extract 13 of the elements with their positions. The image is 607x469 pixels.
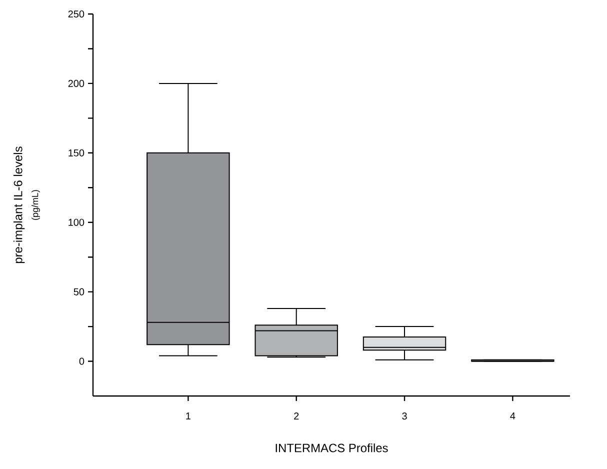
text: (pg/mL) [32, 190, 40, 220]
x-tick-label: 3 [402, 412, 407, 420]
y-tick-label: 0 [79, 358, 84, 365]
x-tick-label: 4 [510, 412, 516, 420]
y-axis-title: pre-implant IL-6 levels [14, 146, 25, 264]
y-tick-label: 100 [68, 218, 84, 226]
x-tick-label: 1 [186, 412, 190, 420]
x-tick-label: 2 [294, 412, 299, 420]
y-tick-label: 250 [68, 10, 84, 18]
y-tick-label: 50 [74, 288, 84, 296]
y-tick-label: 200 [68, 80, 84, 87]
y-tick-label: 150 [68, 149, 84, 156]
x-axis-title: INTERMACS Profiles [276, 443, 388, 452]
